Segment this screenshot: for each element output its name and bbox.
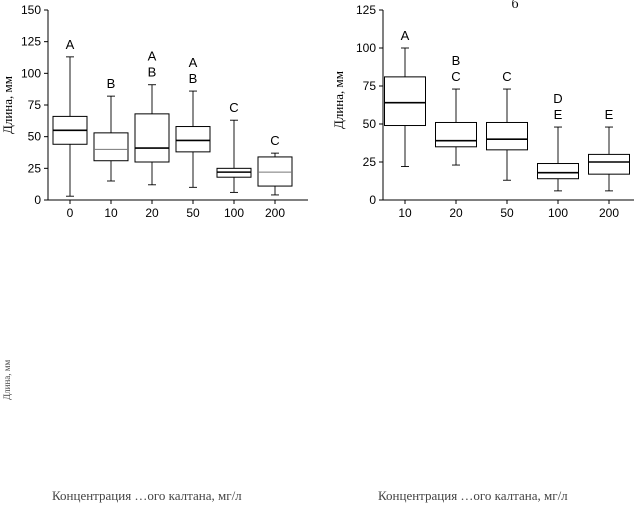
y-tick-label: 75 — [363, 79, 377, 93]
x-tick-label: 200 — [265, 206, 285, 220]
lower-right-xlabel-fragment: Концентрация …ого калтана, мг/л — [378, 488, 568, 503]
box-20: 20 BC — [435, 53, 477, 220]
group-letter: C — [502, 69, 511, 84]
y-tick-label: 50 — [363, 117, 377, 131]
x-tick-label: 200 — [599, 206, 619, 220]
iqr-box — [486, 121, 528, 151]
group-letter: A — [189, 55, 198, 70]
x-tick-label: 50 — [186, 206, 200, 220]
y-tick-label: 25 — [363, 155, 377, 169]
box-50: 50 AB — [175, 55, 211, 220]
x-tick-label: 50 — [500, 206, 514, 220]
iqr-box — [384, 76, 426, 127]
group-letter: C — [451, 69, 460, 84]
y-axis-label: Длина, мм — [331, 71, 346, 129]
group-letter: B — [189, 71, 198, 86]
box-10: 10 B — [93, 76, 129, 220]
group-letter: B — [452, 53, 461, 68]
y-tick-label: 100 — [356, 41, 376, 55]
y-tick-label: 0 — [34, 193, 41, 207]
y-tick-label: 125 — [21, 35, 41, 49]
group-letter: B — [107, 76, 116, 91]
x-tick-label: 20 — [449, 206, 463, 220]
x-tick-label: 0 — [67, 206, 74, 220]
y-axis-label: Длина, мм — [0, 76, 15, 134]
box-10: 10 A — [384, 28, 426, 220]
group-letter: C — [270, 133, 279, 148]
panel-letter: б — [511, 0, 518, 12]
box-50: 50 C — [486, 69, 528, 220]
iqr-box — [175, 126, 211, 153]
x-tick-label: 100 — [224, 206, 244, 220]
group-letter: A — [148, 49, 157, 64]
y-tick-label: 125 — [356, 3, 376, 17]
group-letter: C — [229, 100, 238, 115]
y-tick-label: 75 — [28, 98, 42, 112]
group-letter: D — [553, 91, 562, 106]
x-tick-label: 20 — [145, 206, 159, 220]
box-200: 200 E — [588, 107, 630, 220]
box-100: 100 C — [216, 100, 252, 220]
y-tick-label: 50 — [28, 130, 42, 144]
y-tick-label: 0 — [369, 193, 376, 207]
y-tick-label: 25 — [28, 161, 42, 175]
y-tick-label: 150 — [21, 3, 41, 17]
iqr-box — [93, 132, 129, 162]
lower-left-ylabel-fragment: Длина, мм — [2, 360, 12, 400]
box-20: 20 AB — [134, 49, 170, 220]
box-0: 0A — [52, 37, 88, 220]
iqr-box — [537, 163, 579, 180]
x-tick-label: 100 — [548, 206, 568, 220]
iqr-box — [435, 121, 477, 148]
group-letter: B — [148, 65, 157, 80]
y-tick-label: 100 — [21, 66, 41, 80]
box-200: 200 C — [257, 133, 293, 220]
group-letter: A — [66, 37, 75, 52]
iqr-box — [134, 113, 170, 163]
x-tick-label: 10 — [104, 206, 118, 220]
group-letter: E — [605, 107, 614, 122]
iqr-box — [257, 156, 293, 187]
iqr-box — [588, 153, 630, 175]
group-letter: E — [554, 107, 563, 122]
x-tick-label: 10 — [398, 206, 412, 220]
group-letter: A — [401, 28, 410, 43]
box-100: 100 DE — [537, 91, 579, 220]
lower-left-xlabel-fragment: Концентрация …ого калтана, мг/л — [52, 488, 242, 503]
